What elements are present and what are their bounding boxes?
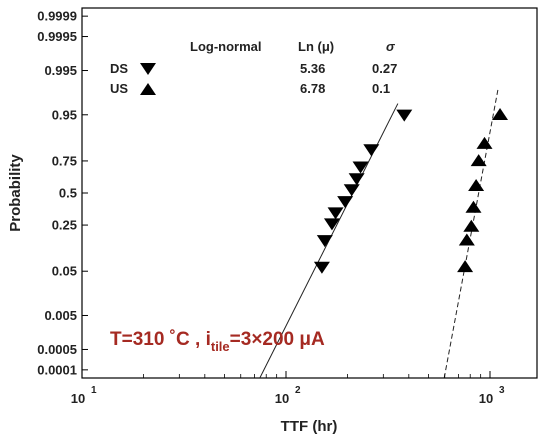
x-tick-label: 10 (275, 391, 289, 406)
legend: Log-normal Ln (μ) σ DS 5.36 0.27 US 6.78… (110, 39, 397, 96)
marker-us (463, 219, 480, 232)
legend-us-sigma: 0.1 (372, 81, 390, 96)
x-axis-label: TTF (hr) (281, 418, 338, 435)
marker-ds (337, 196, 354, 209)
marker-us (465, 200, 482, 213)
marker-ds (348, 173, 365, 186)
y-tick-label: 0.5 (59, 186, 77, 201)
marker-ds (396, 109, 413, 122)
legend-ds-sigma: 0.27 (372, 61, 397, 76)
plot-area (81, 7, 538, 379)
marker-us (476, 136, 493, 149)
legend-header-model: Log-normal (190, 39, 262, 54)
marker-ds (352, 161, 369, 174)
marker-ds (316, 235, 333, 248)
marker-ds (313, 261, 330, 274)
marker-us (458, 233, 475, 246)
x-tick-exponent: 3 (499, 385, 505, 396)
y-tick-label: 0.9999 (37, 9, 77, 24)
legend-us-name: US (110, 81, 128, 96)
y-tick-label: 0.995 (44, 63, 77, 78)
annotation-suffix: =3×200 μA (230, 329, 325, 350)
y-tick-label: 0.75 (52, 153, 77, 168)
x-tick-label: 10 (71, 391, 85, 406)
legend-ds-name: DS (110, 61, 128, 76)
legend-ds-mu: 5.36 (300, 61, 325, 76)
marker-ds (327, 207, 344, 220)
x-tick-label: 10 (479, 391, 493, 406)
y-tick-label: 0.0005 (37, 342, 77, 357)
y-tick-label: 0.005 (44, 308, 77, 323)
marker-us (468, 179, 485, 192)
test-condition-annotation: T=310 ˚C , itile=3×200 μA (110, 329, 325, 354)
y-tick-label: 0.25 (52, 218, 77, 233)
marker-ds (343, 184, 360, 197)
x-tick-exponent: 2 (295, 385, 301, 396)
legend-us-marker (140, 83, 156, 95)
y-tick-label: 0.95 (52, 107, 77, 122)
y-tick-label: 0.9995 (37, 29, 77, 44)
annotation-subscript: tile (211, 339, 230, 354)
annotation-prefix: T=310 ˚C , i (110, 329, 211, 350)
y-tick-label: 0.05 (52, 264, 77, 279)
data-markers (313, 107, 509, 274)
x-tick-exponent: 1 (91, 385, 97, 396)
y-tick-label: 0.0001 (37, 362, 77, 377)
legend-header-sigma: σ (386, 39, 396, 54)
legend-us-mu: 6.78 (300, 81, 325, 96)
marker-ds (363, 144, 380, 157)
legend-header-mu: Ln (μ) (298, 39, 334, 54)
marker-ds (323, 218, 340, 231)
marker-us (470, 154, 487, 167)
fit-line-us (443, 87, 499, 379)
legend-ds-marker (140, 63, 156, 75)
marker-us (457, 260, 474, 273)
x-axis-ticks: 10 1 10 2 10 3 (71, 371, 505, 406)
y-axis-ticks: 0.0001 0.0005 0.005 0.05 0.25 0.5 0.75 0.95 0.99… (37, 9, 88, 377)
y-axis-label: Probability (7, 154, 24, 232)
marker-us (492, 107, 509, 120)
